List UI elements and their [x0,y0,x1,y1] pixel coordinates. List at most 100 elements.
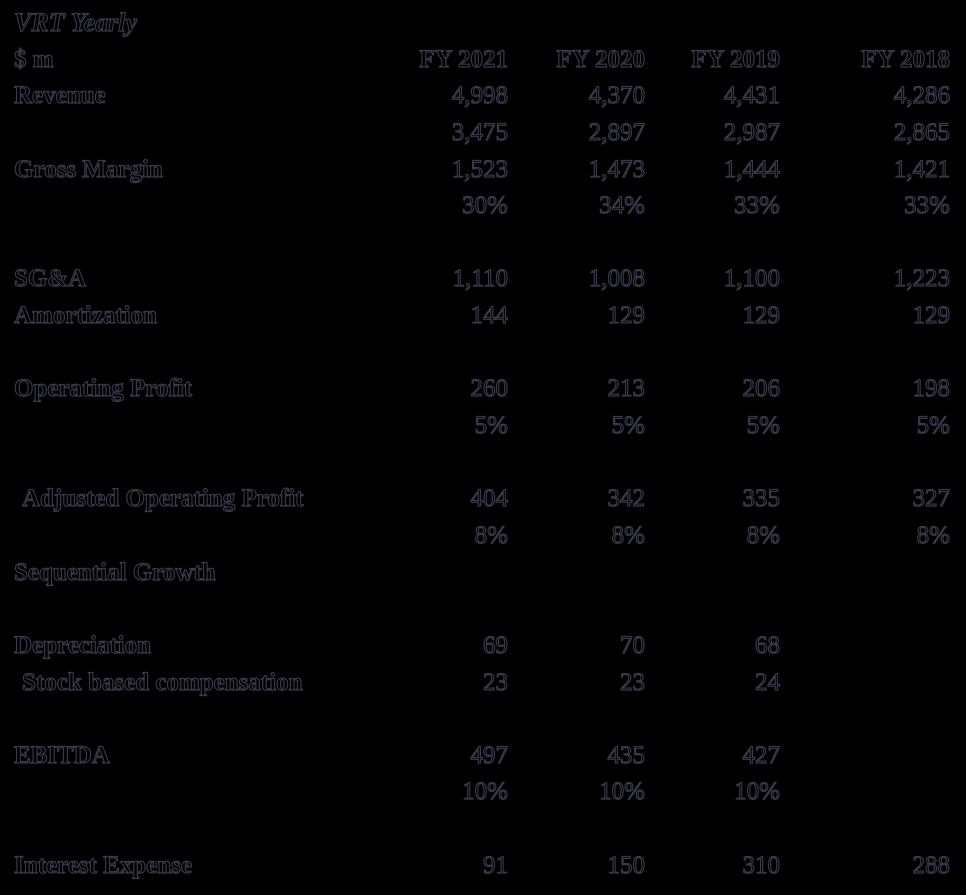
cell-value [344,591,508,628]
cell-value [344,225,508,262]
cell-value: 129 [912,302,951,330]
row-label: EBITDA [13,741,110,769]
cell-value [508,811,645,848]
cell-value: 5% [611,411,645,440]
cell-value: 288 [912,851,951,879]
column-header-fy2021: FY 2021 [419,45,509,73]
table-row: Gross Margin 1,523 1,473 1,444 1,421 [0,152,966,189]
table-row: Sequential Growth [0,555,966,592]
cell-value [780,445,950,482]
table-body: Revenue 4,998 4,370 4,431 4,286 3,475 2,897 2,9… [0,78,966,884]
cell-value: 150 [607,851,646,879]
cell-value: 260 [470,375,509,403]
cell-value: 435 [607,741,646,769]
cell-value: 91 [482,851,508,879]
cell-value [780,225,950,262]
cell-value: 33% [734,192,781,220]
cell-value: 1,008 [588,265,645,293]
table-row: Revenue 4,998 4,370 4,431 4,286 [0,78,966,115]
spacer-row [0,445,966,482]
cell-value: 1,523 [451,155,508,183]
row-label [14,518,344,555]
cell-value [780,591,950,628]
cell-value [780,811,950,848]
cell-value [780,628,950,665]
row-label [14,115,344,152]
row-label: Revenue [13,82,106,110]
cell-value: 4,370 [588,82,645,110]
cell-value: 206 [742,375,781,403]
row-label [14,335,344,372]
cell-value: 198 [912,375,951,403]
cell-value: 1,100 [723,265,780,293]
row-label [14,701,344,738]
table-row: Adjusted Operating Profit 404 342 335 327 [0,481,966,518]
row-label [14,591,344,628]
cell-value: 404 [470,485,509,513]
cell-value: 213 [607,375,646,403]
cell-value [780,738,950,775]
cell-value [344,811,508,848]
cell-value: 327 [912,485,951,513]
cell-value [344,555,508,592]
spacer-row [0,701,966,738]
column-header-fy2020: FY 2020 [556,45,646,73]
row-label: SG&A [13,265,87,293]
cell-value: 8% [474,521,508,549]
cell-value [645,555,780,592]
cell-value: 69 [482,631,508,659]
cell-value: 1,444 [723,155,780,183]
cell-value: 4,431 [723,82,780,110]
cell-value [508,555,645,592]
spacer-row [0,225,966,262]
row-label: Operating Profit [13,375,192,403]
cell-value [645,445,780,482]
row-label: Adjusted Operating Profit [21,485,304,513]
cell-value: 70 [619,631,645,659]
cell-value: 10% [599,778,646,806]
cell-value: 8% [611,521,645,549]
cell-value [645,701,780,738]
cell-value: 34% [599,192,646,220]
cell-value: 4,998 [451,82,508,110]
cell-value: 1,110 [452,265,508,293]
table-row: Amortization 144 129 129 129 [0,298,966,335]
row-label: Stock based compensation [21,668,303,696]
cell-value [508,225,645,262]
row-label: Amortization [13,302,158,330]
row-label: Sequential Growth [13,558,216,586]
row-label [14,774,344,811]
row-label [14,188,344,225]
cell-value [780,335,950,372]
table-row: 10% 10% 10% [0,774,966,811]
cell-value: 10% [462,778,509,806]
cell-value: 3,475 [451,118,508,146]
cell-value [780,555,950,592]
row-label: Interest Expense [13,851,193,879]
cell-value: 144 [470,302,509,330]
cell-value [508,335,645,372]
table-row: EBITDA 497 435 427 [0,738,966,775]
row-label [14,225,344,262]
cell-value: 10% [734,778,781,806]
cell-value: 24 [754,668,780,696]
page-title: VRT Yearly [13,7,138,37]
cell-value: 2,897 [588,118,645,146]
cell-value [508,701,645,738]
column-header-fy2019: FY 2019 [691,45,781,73]
cell-value: 1,223 [893,265,950,293]
cell-value [344,701,508,738]
cell-value: 33% [904,192,951,220]
cell-value: 8% [746,521,780,549]
row-label [14,811,344,848]
cell-value [780,665,950,702]
table-row: Operating Profit 260 213 206 198 [0,371,966,408]
row-label: Depreciation [13,631,152,659]
cell-value [344,445,508,482]
row-label [14,445,344,482]
cell-value: 23 [482,668,508,696]
cell-value: 497 [470,741,509,769]
cell-value [645,225,780,262]
cell-value: 310 [742,851,781,879]
